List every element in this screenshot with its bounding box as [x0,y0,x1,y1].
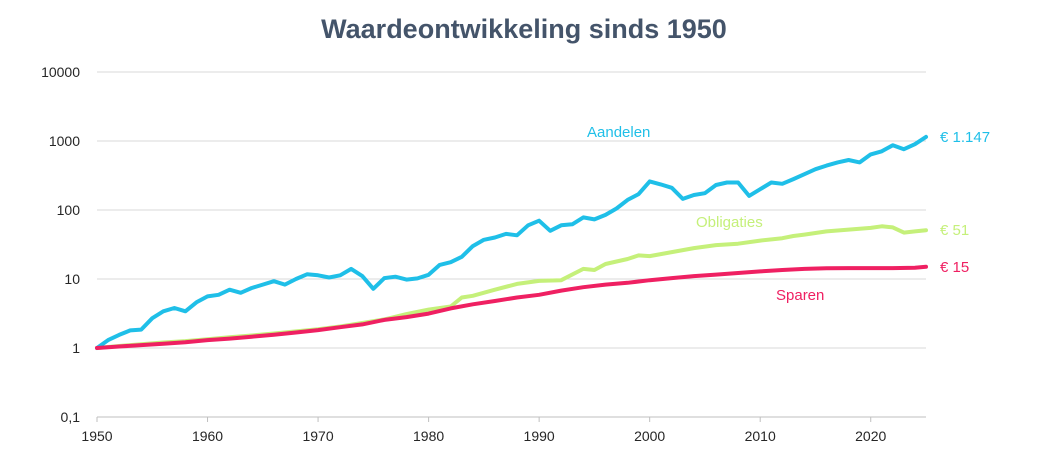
x-tick-label: 1950 [81,428,112,444]
x-tick-label: 2020 [855,428,886,444]
y-tick-label: 10 [64,271,80,287]
y-tick-label: 100 [57,202,81,218]
series-name-label: Sparen [776,287,824,304]
series-name-label: Obligaties [696,214,763,231]
y-tick-label: 10000 [41,64,80,80]
x-tick-label: 2010 [745,428,776,444]
y-tick-label: 1000 [49,133,80,149]
series-end-label: € 1.147 [940,129,990,146]
x-tick-label: 2000 [634,428,665,444]
y-tick-label: 1 [72,340,80,356]
series-end-label: € 51 [940,222,969,239]
chart-title: Waardeontwikkeling sinds 1950 [321,14,727,44]
y-tick-label: 0,1 [61,409,81,425]
series-line-aandelen [95,134,928,350]
x-tick-label: 1990 [524,428,555,444]
x-tick-label: 1970 [302,428,333,444]
series-line-sparen [95,264,928,350]
series-end-label: € 15 [940,259,969,276]
series-name-label: Aandelen [587,124,650,141]
x-tick-label: 1960 [192,428,223,444]
x-tick-label: 1980 [413,428,444,444]
